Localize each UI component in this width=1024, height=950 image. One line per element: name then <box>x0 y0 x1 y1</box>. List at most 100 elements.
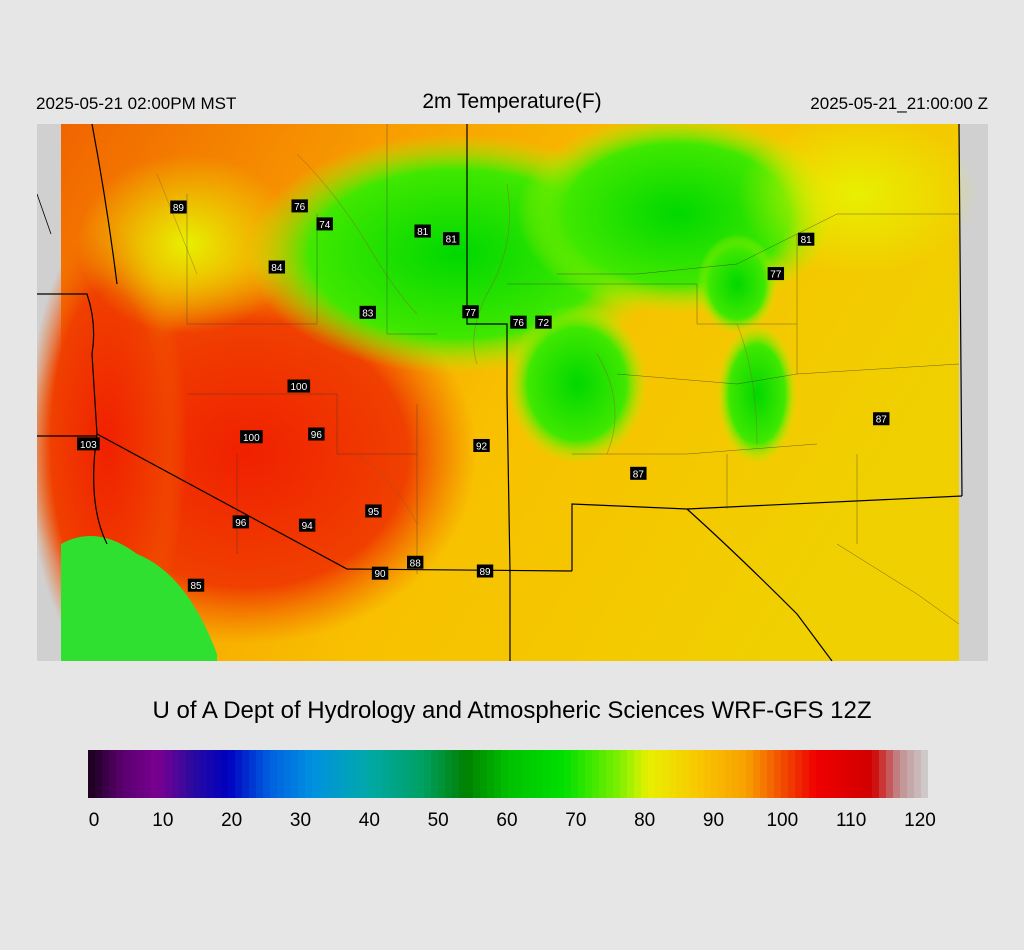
station-label-box <box>443 232 460 246</box>
colorbar-segment <box>459 750 466 798</box>
colorbar-segment <box>781 750 788 798</box>
colorbar-segment <box>116 750 123 798</box>
colorbar-segment <box>550 750 557 798</box>
credit-line: U of A Dept of Hydrology and Atmospheric… <box>152 697 872 724</box>
colorbar-segment <box>711 750 718 798</box>
colorbar-segment <box>123 750 130 798</box>
station-value: 89 <box>479 567 491 578</box>
colorbar-tick-label: 50 <box>427 810 449 831</box>
colorbar-segment <box>319 750 326 798</box>
colorbar-segment <box>179 750 186 798</box>
station-label-box <box>359 305 376 319</box>
station-label-box <box>291 199 308 213</box>
colorbar-segment <box>193 750 200 798</box>
station-label: 81 <box>414 224 431 238</box>
colorbar-segment <box>648 750 655 798</box>
colorbar-segment <box>277 750 284 798</box>
colorbar-segment <box>522 750 529 798</box>
station-label-box <box>873 412 890 426</box>
cool-zone-colorado-rockies <box>507 304 647 464</box>
station-label-box <box>268 260 286 274</box>
station-value: 96 <box>235 518 247 529</box>
colorbar-segment <box>676 750 683 798</box>
station-label: 74 <box>316 217 333 231</box>
colorbar-segment <box>767 750 774 798</box>
colorbar-tick-label: 80 <box>634 810 656 831</box>
colorbar-segment <box>109 750 116 798</box>
colorbar-segment <box>795 750 802 798</box>
colorbar-segment <box>102 750 109 798</box>
colorbar-segment <box>473 750 480 798</box>
colorbar-tick-label: 90 <box>702 810 725 831</box>
colorbar-segment <box>438 750 445 798</box>
station-value: 100 <box>290 382 307 393</box>
colorbar-segment <box>298 750 305 798</box>
colorbar-segment <box>130 750 137 798</box>
temperature-colorbar <box>88 750 928 798</box>
station-label: 85 <box>187 578 205 592</box>
colorbar-segment <box>151 750 158 798</box>
station-label: 83 <box>359 305 376 319</box>
colorbar-segment <box>914 750 921 798</box>
colorbar-segment <box>305 750 312 798</box>
colorbar-tick-label: 110 <box>836 810 867 831</box>
station-label: 103 <box>77 437 100 451</box>
local-time-label: 2025-05-21 02:00PM MST <box>36 94 237 113</box>
station-value: 103 <box>80 440 97 451</box>
colorbar-segment <box>578 750 585 798</box>
station-label: 76 <box>291 199 308 213</box>
colorbar-segment <box>921 750 928 798</box>
station-label-box <box>767 267 785 281</box>
station-value: 81 <box>801 235 813 246</box>
colorbar-segment <box>137 750 144 798</box>
colorbar-tick-label: 60 <box>496 810 518 831</box>
station-value: 76 <box>513 318 525 329</box>
station-label-box <box>287 379 311 393</box>
station-label: 81 <box>797 232 815 246</box>
station-label-box <box>630 466 647 480</box>
colorbar-segment <box>165 750 172 798</box>
station-value: 87 <box>633 469 645 480</box>
colorbar-segment <box>291 750 298 798</box>
colorbar-segment <box>95 750 102 798</box>
colorbar-segment <box>221 750 228 798</box>
colorbar-segment <box>263 750 270 798</box>
station-value: 95 <box>368 507 380 518</box>
colorbar-segment <box>893 750 900 798</box>
station-label: 81 <box>443 232 460 246</box>
station-label-box <box>308 427 325 441</box>
colorbar-segment <box>312 750 319 798</box>
station-label: 96 <box>232 515 250 529</box>
colorbar-segment <box>599 750 606 798</box>
station-labels: 89 76 74 81 81 84 83 77 76 72 81 77 100 100 96 92 87 87 10… <box>77 199 890 592</box>
colorbar-segment <box>571 750 578 798</box>
colorbar-segment <box>445 750 452 798</box>
colorbar-tick-label: 70 <box>565 810 587 831</box>
colorbar-segment <box>424 750 431 798</box>
colorbar-segment <box>536 750 543 798</box>
colorbar-segment <box>396 750 403 798</box>
colorbar-segment <box>809 750 816 798</box>
station-label: 95 <box>365 504 382 518</box>
map-title: 2m Temperature(F) <box>422 90 602 113</box>
colorbar-segment <box>284 750 291 798</box>
colorbar-tick-label: 100 <box>766 810 799 831</box>
colorbar-segment <box>529 750 536 798</box>
colorbar-segment <box>641 750 648 798</box>
station-label: 94 <box>298 518 316 532</box>
valid-time-label: 2025-05-21_21:00:00 Z <box>810 94 988 113</box>
temperature-map: 89 76 74 81 81 84 83 77 76 72 81 77 100 100 96 92 87 87 10… <box>37 124 988 661</box>
colorbar-segment <box>753 750 760 798</box>
colorbar-segment <box>144 750 151 798</box>
station-label: 87 <box>873 412 890 426</box>
station-value: 90 <box>375 569 387 580</box>
colorbar-segment <box>837 750 844 798</box>
colorbar-segment <box>718 750 725 798</box>
colorbar-segment <box>333 750 340 798</box>
station-label: 89 <box>170 200 187 214</box>
colorbar-segment <box>501 750 508 798</box>
station-label-box <box>240 430 263 444</box>
colorbar-segment <box>88 750 95 798</box>
colorbar-segment <box>158 750 165 798</box>
colorbar-segment <box>683 750 690 798</box>
